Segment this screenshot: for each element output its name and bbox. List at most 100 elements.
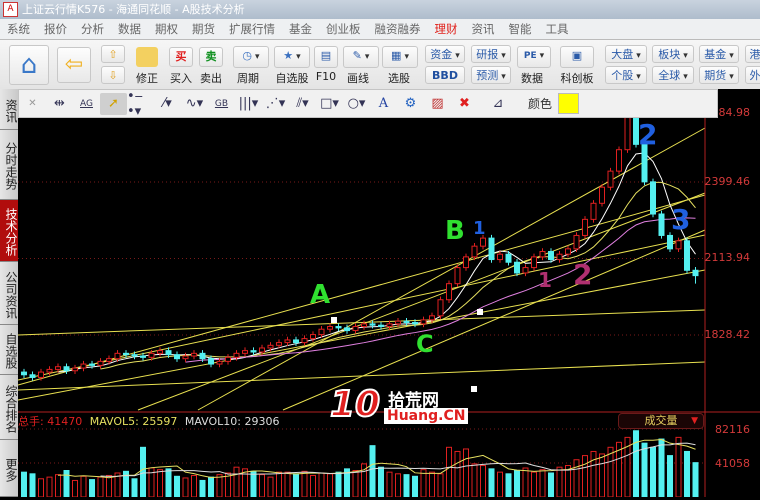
candle-body	[72, 367, 78, 372]
close-icon[interactable]: ✕	[28, 98, 37, 109]
prev-stock-button[interactable]: ⇧	[101, 45, 125, 63]
menu-item[interactable]: 期权	[155, 22, 178, 36]
pick-label: 选股	[388, 72, 410, 85]
menu-item[interactable]: 融资融券	[374, 22, 421, 36]
trendline[interactable]	[282, 229, 706, 411]
pointer-icon[interactable]: ➚	[100, 92, 127, 115]
candle-body	[641, 143, 648, 183]
anchor-handle[interactable]	[477, 309, 483, 315]
vertical-lines-icon[interactable]: |||▾	[238, 96, 259, 111]
gear-icon[interactable]: ⚙	[404, 96, 417, 111]
menu-item[interactable]: 智能	[508, 22, 532, 36]
candle-body	[361, 323, 367, 328]
fan-icon[interactable]: ⋰▾	[265, 96, 286, 111]
trendline[interactable]	[17, 234, 706, 381]
home-button[interactable]: ⌂	[9, 45, 49, 85]
stock-dropdown[interactable]: 个股	[605, 66, 647, 84]
pe-dropdown[interactable]: PE	[517, 46, 551, 68]
candle-body	[216, 360, 223, 365]
candle-body	[386, 323, 393, 328]
volume-bar	[480, 465, 486, 498]
indicator-select[interactable]: 成交量 ▼	[618, 413, 704, 429]
trendline[interactable]	[17, 269, 706, 401]
menu-item[interactable]: 分析	[81, 22, 104, 36]
gb-tool[interactable]: GB	[214, 98, 229, 109]
trendline[interactable]	[197, 127, 706, 411]
candle-body	[378, 324, 384, 328]
left-tab[interactable]: 技术分析	[0, 200, 18, 262]
candle-body	[182, 355, 189, 360]
candle-body	[242, 350, 248, 354]
channel-icon[interactable]: ⫽▾	[296, 96, 309, 111]
funds-dropdown[interactable]: 基金	[699, 45, 739, 63]
bbd-button[interactable]: BBD	[425, 66, 465, 84]
volume-bar	[378, 466, 384, 498]
fund-dropdown[interactable]: 资金	[425, 45, 465, 63]
segment-tool-icon[interactable]: •‒•▾	[127, 88, 143, 119]
pick-dropdown[interactable]: ▦	[382, 46, 418, 68]
zigzag-icon[interactable]: ∿▾	[185, 96, 204, 111]
buy-button[interactable]: 买入	[170, 72, 192, 85]
menu-item[interactable]: 工具	[545, 22, 569, 36]
volume-bar	[259, 474, 265, 498]
erase-icon[interactable]: ▨	[431, 96, 444, 111]
measure-icon[interactable]: ⊿	[492, 96, 504, 111]
left-tab[interactable]: 综合排名	[0, 375, 18, 440]
menu-item[interactable]: 期货	[192, 22, 215, 36]
menu-item[interactable]: 扩展行情	[229, 22, 275, 36]
volume-bar	[21, 471, 27, 498]
foreign-button[interactable]: 外	[745, 66, 760, 84]
f10-button[interactable]: F10	[315, 70, 337, 83]
main-toolbar: ⌂ ⇦ ⇧ ⇩ 修正 买 买入 卖 卖出 ◷ 周期 ★ 自选股 ▤ F10 ✎ …	[0, 39, 760, 89]
menu-item[interactable]: 基金	[289, 22, 312, 36]
ray-tool-icon[interactable]: ⁄▾	[163, 96, 172, 111]
market-dropdown[interactable]: 大盘	[605, 45, 647, 63]
trendlines	[17, 127, 706, 411]
trendline[interactable]	[17, 309, 706, 336]
volume-bar	[191, 474, 197, 498]
global-dropdown[interactable]: 全球	[652, 66, 694, 84]
next-stock-button[interactable]: ⇩	[101, 66, 125, 84]
menu-item[interactable]: 数据	[118, 22, 141, 36]
watchlist-dropdown[interactable]: ★	[274, 46, 310, 68]
candle-body	[522, 267, 529, 274]
menu-item[interactable]: 资讯	[471, 22, 495, 36]
menu-item[interactable]: 系统	[7, 22, 30, 36]
ellipse-icon[interactable]: ○▾	[347, 96, 366, 111]
anchor-handle[interactable]	[331, 317, 337, 323]
left-tab[interactable]: 公司资讯	[0, 262, 18, 325]
forecast-dropdown[interactable]: 预测	[471, 66, 511, 84]
text-tool[interactable]: A	[378, 96, 389, 111]
ag-tool[interactable]: AG	[80, 98, 93, 109]
period-dropdown[interactable]: ◷	[233, 46, 269, 68]
left-tab[interactable]: 分时走势	[0, 130, 18, 200]
sector-dropdown[interactable]: 板块	[652, 45, 694, 63]
trendline[interactable]	[17, 194, 706, 386]
fix-button[interactable]: 修正	[136, 72, 158, 85]
color-swatch[interactable]	[558, 93, 580, 114]
candle-body	[437, 299, 444, 317]
hk-button[interactable]: 港	[745, 45, 760, 63]
star-market-button[interactable]: 科创板	[560, 72, 594, 85]
left-tab[interactable]: 更多	[0, 440, 18, 497]
menu-item[interactable]: 理财	[434, 22, 458, 36]
volume-bar	[514, 470, 520, 498]
left-tab[interactable]: 资讯	[0, 89, 18, 130]
delete-icon[interactable]: ✖	[459, 96, 470, 111]
sell-button[interactable]: 卖出	[200, 72, 222, 85]
left-tab[interactable]: 自选股	[0, 325, 18, 375]
candle-body	[233, 352, 240, 358]
research-dropdown[interactable]: 研报	[471, 45, 511, 63]
parallel-lines-icon[interactable]: ⇹	[54, 96, 65, 111]
menu-item[interactable]: 报价	[44, 22, 67, 36]
trendline[interactable]	[137, 192, 706, 411]
draw-dropdown[interactable]: ✎	[343, 46, 379, 68]
candle-body	[208, 358, 214, 365]
candle-body	[488, 237, 495, 261]
rectangle-icon[interactable]: □▾	[320, 96, 339, 111]
anchor-handle[interactable]	[471, 386, 477, 392]
kline-chart[interactable]: 84.98 2399.46 2113.94 1828.42 82116 4105…	[17, 101, 760, 498]
menu-item[interactable]: 创业板	[326, 22, 361, 36]
futures-dropdown[interactable]: 期货	[699, 66, 739, 84]
back-button[interactable]: ⇦	[57, 47, 91, 83]
